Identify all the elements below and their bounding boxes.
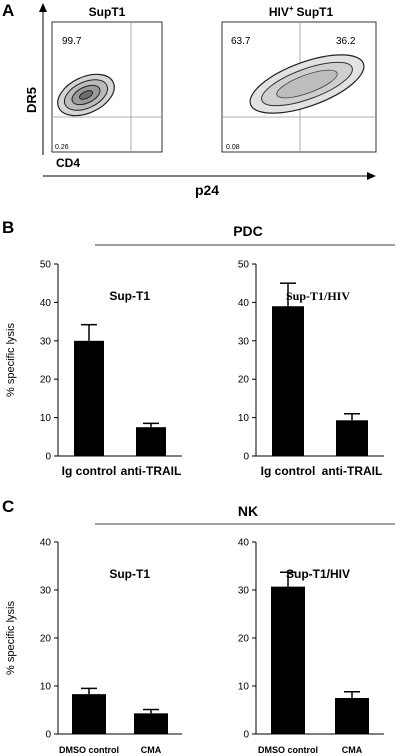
panel-a-x-axis-label-cd4: CD4: [56, 156, 80, 170]
category-label: DMSO control: [258, 745, 318, 755]
bar-chart-nk-supt1: 0 10 20 30 40 % specific lysis Sup-T1 DMSO cont…: [5, 538, 182, 755]
group-label-nk: NK: [238, 503, 258, 519]
category-label: anti-TRAIL: [121, 464, 182, 478]
bar-chart-pdc-supt1-hiv: 0 10 20 30 40 50 Sup-T1/HIV Ig control anti-TRAI…: [238, 260, 384, 478]
panel-a-y-axis-label: DR5: [24, 87, 39, 113]
y-tick-label: 50: [238, 260, 250, 271]
y-tick-label: 30: [40, 336, 52, 347]
flow-plot-title-superscript: +: [289, 4, 294, 13]
y-tick-label: 40: [40, 538, 52, 549]
flow-plot-title-prefix: HIV: [269, 5, 289, 19]
panel-label-c: C: [2, 497, 14, 516]
quadrant-value-lower-left: 0.26: [55, 144, 69, 151]
flow-plot-frame: [221, 21, 377, 153]
bar: [272, 306, 304, 456]
bar: [271, 586, 305, 734]
quadrant-value-upper-right: 36.2: [336, 36, 356, 47]
category-label: CMA: [342, 745, 363, 755]
flow-plot-title: HIV+ SupT1: [269, 4, 334, 19]
bar: [136, 427, 166, 456]
cell-population-contour: [57, 73, 115, 117]
cell-population-contour: [249, 54, 365, 114]
panel-label-b: B: [2, 218, 14, 237]
y-tick-label: 0: [45, 452, 51, 463]
quadrant-value-upper-left: 63.7: [231, 36, 251, 47]
panel-a-x-arrowhead: [367, 172, 376, 180]
panel-label-a: A: [2, 1, 14, 20]
y-tick-label: 10: [238, 682, 250, 693]
bar: [72, 694, 106, 734]
flow-plot-supt1: SupT1 99.7 0.26: [51, 5, 163, 153]
bar-chart-nk-supt1-hiv: 0 10 20 30 40 Sup-T1/HIV DMSO control CMA: [238, 538, 384, 755]
bar: [335, 698, 369, 734]
y-tick-label: 0: [243, 730, 249, 741]
y-tick-label: 10: [40, 682, 52, 693]
flow-plot-title-main: SupT1: [297, 5, 334, 19]
category-label: Ig control: [62, 464, 117, 478]
panel-a-x-axis-label-p24: p24: [195, 182, 219, 198]
flow-plot-frame: [51, 21, 163, 153]
y-tick-label: 0: [243, 452, 249, 463]
y-tick-label: 20: [238, 375, 250, 386]
bar: [336, 420, 368, 456]
y-tick-label: 20: [40, 634, 52, 645]
group-label-pdc: PDC: [233, 223, 263, 239]
chart-title: Sup-T1: [109, 289, 150, 303]
category-label: anti-TRAIL: [322, 464, 383, 478]
y-tick-label: 10: [238, 413, 250, 424]
category-label: CMA: [141, 745, 162, 755]
panel-a-y-arrowhead: [39, 3, 47, 12]
y-axis-label: % specific lysis: [5, 601, 17, 675]
y-tick-label: 40: [238, 538, 250, 549]
y-tick-label: 30: [238, 586, 250, 597]
flow-plot-hiv-supt1: HIV+ SupT1 63.7 36.2 0.08: [221, 4, 377, 153]
y-tick-label: 10: [40, 413, 52, 424]
y-tick-label: 0: [45, 730, 51, 741]
category-label: Ig control: [261, 464, 316, 478]
flow-plot-title: SupT1: [89, 5, 126, 19]
y-tick-label: 20: [40, 375, 52, 386]
quadrant-value-lower-left: 0.08: [226, 144, 240, 151]
y-tick-label: 30: [40, 586, 52, 597]
quadrant-value-upper-left: 99.7: [62, 36, 82, 47]
y-tick-label: 40: [40, 298, 52, 309]
y-tick-label: 50: [40, 260, 52, 271]
y-tick-label: 30: [238, 336, 250, 347]
chart-title: Sup-T1: [109, 567, 150, 581]
chart-title: Sup-T1/HIV: [286, 289, 350, 303]
y-tick-label: 20: [238, 634, 250, 645]
bar: [134, 713, 168, 734]
chart-title: Sup-T1/HIV: [286, 567, 350, 581]
bar: [74, 340, 104, 456]
y-tick-label: 40: [238, 298, 250, 309]
bar-chart-pdc-supt1: 0 10 20 30 40 50 % specific lysis Sup-T1 Ig cont…: [5, 260, 182, 478]
category-label: DMSO control: [59, 745, 119, 755]
y-axis-label: % specific lysis: [5, 323, 17, 397]
